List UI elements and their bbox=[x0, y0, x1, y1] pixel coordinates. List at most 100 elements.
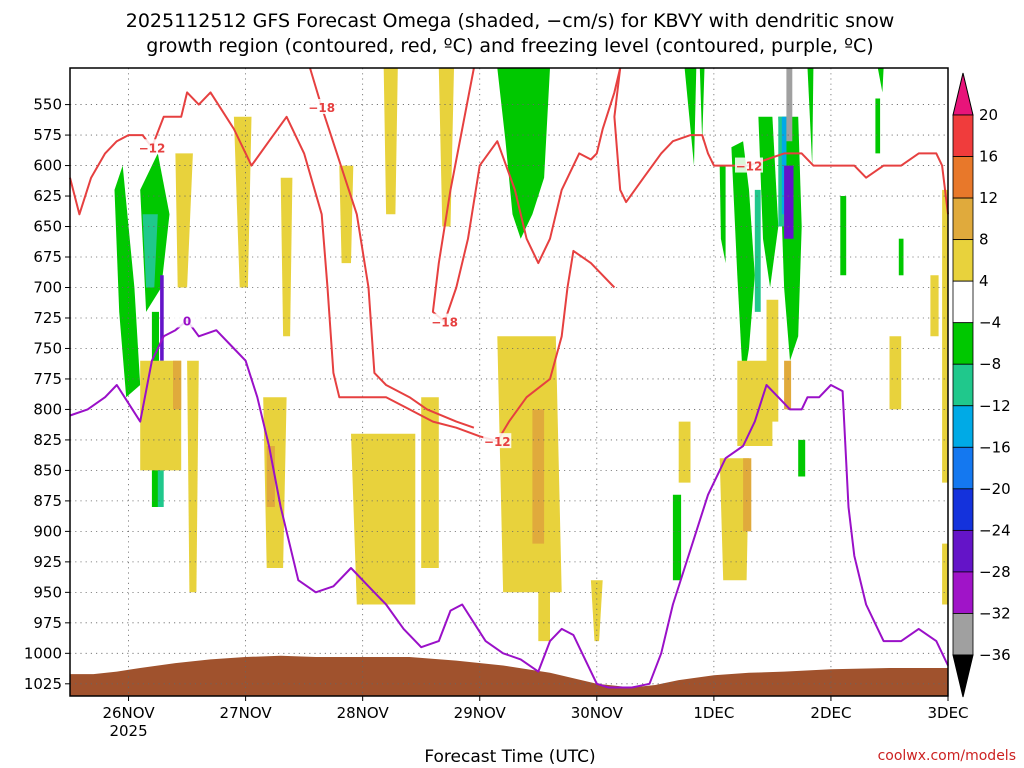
colorbar-box-4 bbox=[952, 239, 974, 282]
contours: −18 −18 −12 −12 −12 0 bbox=[69, 67, 949, 689]
omega-shade-4 bbox=[731, 141, 755, 385]
colorbar: 20 16 12 8 4 −4 −8 −12 −16 −20 −24 −28 −32 −36 bbox=[952, 72, 1011, 698]
omega-shade-14 bbox=[114, 165, 141, 398]
omega-shade-47 bbox=[532, 409, 545, 544]
omega-shade-9 bbox=[798, 439, 806, 477]
omega-shade-25 bbox=[140, 360, 182, 471]
colorbar-bottom-arrow bbox=[952, 654, 974, 698]
omega-shade-22 bbox=[786, 68, 793, 142]
omega-shade-31 bbox=[438, 68, 454, 227]
y-tick-label-925: 925 bbox=[33, 553, 62, 571]
omega-shade-36 bbox=[590, 580, 603, 642]
y-tick-label-675: 675 bbox=[33, 248, 62, 266]
y-tick-label-750: 750 bbox=[33, 339, 62, 357]
colorbar-label-7: −12 bbox=[979, 397, 1011, 415]
omega-shade-5 bbox=[758, 116, 779, 288]
x-axis-label: Forecast Time (UTC) bbox=[424, 747, 595, 767]
colorbar-label-13: −36 bbox=[979, 646, 1011, 664]
omega-shade-21 bbox=[784, 165, 794, 239]
chart-title-line-1: 2025112512 GFS Forecast Omega (shaded, −… bbox=[126, 10, 895, 32]
contour-line-0 bbox=[309, 67, 475, 429]
omega-shade-45 bbox=[942, 189, 948, 483]
x-tick-label-1DEC: 1DEC bbox=[693, 704, 734, 722]
omega-shade-10 bbox=[699, 68, 705, 142]
grid-lines bbox=[70, 68, 949, 696]
omega-shade-0 bbox=[497, 68, 550, 239]
omega-shade-38 bbox=[187, 360, 199, 593]
colorbar-label-4: 4 bbox=[979, 272, 989, 290]
colorbar-label-3: 8 bbox=[979, 231, 989, 249]
contour-label-bg-1 bbox=[430, 313, 459, 329]
y-tick-label-900: 900 bbox=[33, 522, 62, 540]
contour-label-4: −12 bbox=[736, 160, 763, 174]
colorbar-box-9 bbox=[952, 446, 974, 490]
y-tick-label-575: 575 bbox=[33, 126, 62, 144]
omega-shade-43 bbox=[889, 336, 902, 410]
colorbar-label-8: −16 bbox=[979, 438, 1011, 456]
x-tick-label-28NOV: 28NOV bbox=[337, 704, 390, 722]
omega-shade-41 bbox=[766, 299, 779, 422]
colorbar-box-11 bbox=[952, 529, 974, 573]
colorbar-box-12 bbox=[952, 571, 974, 614]
y-tick-label-600: 600 bbox=[33, 157, 62, 175]
colorbar-box-1 bbox=[952, 114, 974, 157]
y-tick-label-1000: 1000 bbox=[24, 644, 62, 662]
colorbar-label-11: −28 bbox=[979, 563, 1011, 581]
colorbar-top-arrow bbox=[952, 72, 974, 116]
colorbar-label-5: −4 bbox=[979, 314, 1001, 332]
colorbar-box-3 bbox=[952, 197, 974, 241]
contour-label-2: −12 bbox=[139, 141, 166, 155]
x-tick-label-26NOV: 26NOV bbox=[102, 704, 155, 722]
omega-shade-42 bbox=[678, 421, 691, 483]
omega-shade-51 bbox=[173, 360, 182, 410]
contour-line-5 bbox=[69, 319, 949, 689]
y-tick-label-825: 825 bbox=[33, 431, 62, 449]
colorbar-box-13 bbox=[952, 613, 974, 656]
omega-shade-8 bbox=[672, 494, 682, 581]
omega-shade-28 bbox=[280, 177, 293, 337]
plot-frame bbox=[69, 67, 949, 697]
contour-line-3 bbox=[479, 249, 616, 443]
x-tick-label-3DEC: 3DEC bbox=[927, 704, 968, 722]
omega-shade-2 bbox=[807, 68, 814, 166]
contour-label-5: 0 bbox=[183, 314, 191, 328]
omega-shade-46 bbox=[942, 543, 948, 605]
terrain-fill bbox=[70, 655, 948, 696]
contour-label-1: −18 bbox=[431, 316, 458, 330]
omega-shade-27 bbox=[233, 116, 252, 288]
omega-shade-11 bbox=[840, 196, 847, 276]
colorbar-box-6 bbox=[952, 322, 974, 365]
y-tick-label-775: 775 bbox=[33, 370, 62, 388]
y-tick-label-950: 950 bbox=[33, 583, 62, 601]
omega-shade-37 bbox=[263, 397, 287, 568]
y-tick-label-550: 550 bbox=[33, 96, 62, 114]
contour-label-bg-2 bbox=[137, 139, 166, 155]
y-tick-label-800: 800 bbox=[33, 400, 62, 418]
contour-label-bg-3 bbox=[483, 433, 512, 449]
x-tick-label-29NOV: 29NOV bbox=[454, 704, 507, 722]
y-tick-label-975: 975 bbox=[33, 614, 62, 632]
colorbar-label-9: −20 bbox=[979, 480, 1011, 498]
colorbar-box-5 bbox=[952, 280, 974, 324]
contour-label-bg-5 bbox=[173, 312, 202, 328]
credit-text: coolwx.com/models bbox=[878, 748, 1016, 764]
omega-shade-50 bbox=[784, 360, 792, 410]
colorbar-label-1: 16 bbox=[979, 148, 998, 166]
contour-line-1 bbox=[431, 67, 622, 323]
y-tick-label-1025: 1025 bbox=[24, 675, 62, 693]
contour-line-2 bbox=[69, 91, 481, 438]
y-tick-label-725: 725 bbox=[33, 309, 62, 327]
y-tick-label-875: 875 bbox=[33, 492, 62, 510]
omega-shade-1 bbox=[684, 68, 697, 166]
contour-label-3: −12 bbox=[484, 435, 511, 449]
y-tick-label-850: 850 bbox=[33, 461, 62, 479]
colorbar-label-0: 20 bbox=[979, 106, 998, 124]
x-tick-label-27NOV: 27NOV bbox=[220, 704, 273, 722]
colorbar-box-2 bbox=[952, 156, 974, 199]
omega-shade-18 bbox=[754, 189, 761, 312]
plot-area bbox=[70, 68, 948, 696]
chart-title-line-2: growth region (contoured, red, ºC) and f… bbox=[146, 35, 873, 57]
omega-shade-40 bbox=[719, 458, 749, 581]
x-tick-label-30NOV: 30NOV bbox=[571, 704, 624, 722]
